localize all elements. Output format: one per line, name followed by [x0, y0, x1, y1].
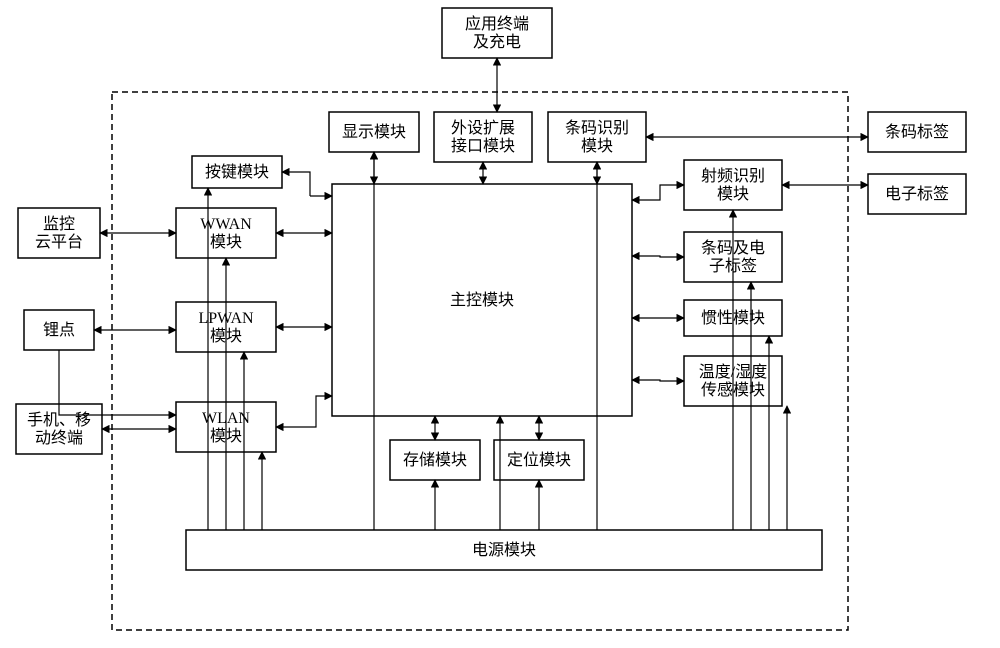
connector	[632, 256, 684, 257]
block-label: 条码识别	[565, 119, 629, 137]
block-label: 显示模块	[342, 123, 406, 141]
block-label: 应用终端	[465, 14, 529, 33]
connector	[632, 380, 684, 381]
block-app_terminal: 应用终端及充电	[442, 8, 552, 58]
block-label: 模块	[581, 137, 613, 155]
block-main: 主控模块	[332, 184, 632, 416]
block-wwan: WWAN模块	[176, 208, 276, 258]
block-cloud: 监控云平台	[18, 208, 100, 258]
block-storage: 存储模块	[390, 440, 480, 480]
block-barcode_rec: 条码识别模块	[548, 112, 646, 162]
block-label: 及充电	[473, 33, 521, 51]
connector	[282, 172, 310, 196]
block-label: 模块	[717, 185, 749, 203]
block-label: 按键模块	[205, 163, 269, 181]
block-label: 主控模块	[450, 291, 514, 309]
block-keypad: 按键模块	[192, 156, 282, 188]
block-position: 定位模块	[494, 440, 584, 480]
block-label: 存储模块	[403, 451, 467, 469]
block-label: 电源模块	[472, 541, 536, 559]
block-label: 锂点	[43, 321, 75, 339]
connector	[632, 185, 684, 200]
block-rfid: 射频识别模块	[684, 160, 782, 210]
block-label: 模块	[210, 233, 242, 251]
block-display: 显示模块	[329, 112, 419, 152]
block-power: 电源模块	[186, 530, 822, 570]
block-label: 动终端	[35, 429, 83, 447]
block-label: 定位模块	[507, 451, 571, 469]
block-label: 射频识别	[701, 167, 765, 185]
block-ext_if: 外设扩展接口模块	[434, 112, 532, 162]
block-anchor: 锂点	[24, 310, 94, 350]
block-etag: 电子标签	[868, 174, 966, 214]
connector	[276, 396, 332, 427]
block-label: 云平台	[35, 233, 83, 251]
block-label: 电子标签	[885, 185, 949, 203]
block-label: 监控	[43, 215, 75, 233]
block-barcode_tag: 条码标签	[868, 112, 966, 152]
block-label: 接口模块	[451, 137, 515, 155]
block-label: 外设扩展	[451, 119, 515, 137]
block-label: 条码标签	[885, 123, 949, 141]
